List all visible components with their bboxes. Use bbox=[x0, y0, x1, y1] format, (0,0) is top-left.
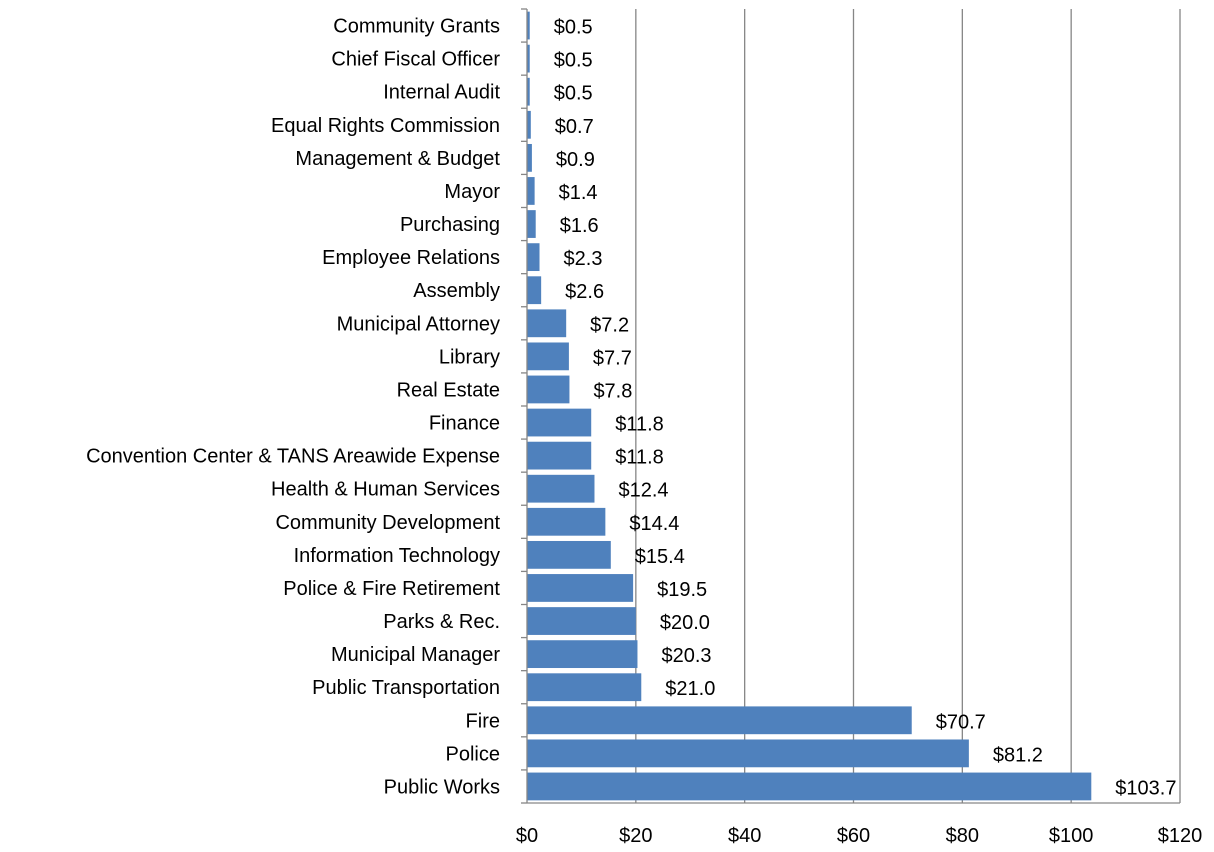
x-tick-labels: $0 $20 $40 $60 $80 $100 $120 bbox=[516, 825, 1202, 847]
value-label: $19.5 bbox=[657, 579, 707, 601]
category-label: Purchasing bbox=[400, 214, 500, 236]
bar bbox=[527, 342, 569, 371]
category-label: Finance bbox=[429, 413, 500, 435]
value-label: $12.4 bbox=[618, 480, 668, 502]
bar bbox=[527, 540, 611, 569]
category-label: Convention Center & TANS Areawide Expens… bbox=[86, 446, 500, 468]
category-label: Assembly bbox=[413, 280, 500, 302]
x-tick-label: $100 bbox=[1049, 825, 1094, 847]
x-tick-label: $80 bbox=[946, 825, 979, 847]
value-label: $1.4 bbox=[559, 182, 598, 204]
category-label: Municipal Attorney bbox=[337, 313, 500, 335]
category-label: Management & Budget bbox=[295, 148, 500, 170]
value-label: $0.9 bbox=[556, 149, 595, 171]
bar bbox=[527, 177, 535, 205]
value-label: $11.8 bbox=[615, 447, 664, 469]
axes bbox=[521, 8, 1180, 804]
value-label: $81.2 bbox=[993, 744, 1043, 766]
value-label: $0.5 bbox=[554, 17, 593, 39]
bar bbox=[527, 44, 530, 73]
value-label: $11.8 bbox=[615, 414, 664, 436]
category-label: Public Works bbox=[384, 776, 500, 798]
bars bbox=[527, 11, 1092, 801]
bar bbox=[527, 375, 570, 404]
value-label: $21.0 bbox=[665, 678, 715, 700]
bar bbox=[527, 11, 530, 40]
bar bbox=[527, 607, 636, 635]
x-tick-label: $20 bbox=[619, 825, 652, 847]
bar bbox=[527, 574, 634, 602]
category-label: Mayor bbox=[444, 181, 500, 203]
bar bbox=[527, 706, 912, 735]
value-label: $20.0 bbox=[660, 612, 710, 634]
bar bbox=[527, 110, 531, 139]
bar bbox=[527, 243, 540, 272]
value-label: $2.3 bbox=[564, 248, 603, 270]
bar bbox=[527, 143, 532, 172]
x-tick-label: $40 bbox=[728, 825, 761, 847]
category-label: Health & Human Services bbox=[271, 479, 500, 501]
bar bbox=[527, 507, 606, 536]
bar bbox=[527, 210, 536, 238]
category-label: Police bbox=[446, 743, 500, 765]
bar bbox=[527, 673, 642, 702]
bar bbox=[527, 441, 592, 470]
value-label: $0.7 bbox=[555, 116, 594, 138]
value-label: $7.7 bbox=[593, 347, 632, 369]
value-label: $1.6 bbox=[560, 215, 599, 237]
category-label: Municipal Manager bbox=[331, 644, 500, 666]
value-label: $7.2 bbox=[590, 314, 629, 336]
category-label: Public Transportation bbox=[312, 677, 500, 699]
category-labels: Community Grants Chief Fiscal Officer Inte… bbox=[86, 16, 500, 799]
category-label: Real Estate bbox=[397, 379, 500, 401]
value-label: $14.4 bbox=[629, 513, 679, 535]
bar bbox=[527, 77, 530, 106]
value-label: $7.8 bbox=[593, 380, 632, 402]
category-label: Fire bbox=[466, 710, 500, 732]
category-label: Parks & Rec. bbox=[383, 611, 500, 633]
x-tick-label: $0 bbox=[516, 825, 538, 847]
value-label: $2.6 bbox=[565, 281, 604, 303]
x-tick-label: $60 bbox=[837, 825, 870, 847]
category-label: Community Grants bbox=[333, 16, 500, 38]
value-label: $15.4 bbox=[635, 546, 685, 568]
bar bbox=[527, 408, 592, 437]
category-label: Community Development bbox=[275, 512, 500, 534]
category-label: Equal Rights Commission bbox=[271, 115, 500, 137]
value-label: $0.5 bbox=[554, 50, 593, 72]
x-tick-label: $120 bbox=[1158, 825, 1203, 847]
bar bbox=[527, 739, 969, 768]
value-label: $20.3 bbox=[661, 645, 711, 667]
value-label: $0.5 bbox=[554, 83, 593, 105]
value-labels: $0.5 $0.5 $0.5 $0.7 $0.9 $1.4 $1.6 $2.3 $2.6 $7.2… bbox=[554, 17, 1177, 800]
value-label: $103.7 bbox=[1115, 777, 1176, 799]
value-label: $70.7 bbox=[936, 711, 986, 733]
category-label: Library bbox=[439, 346, 500, 368]
category-label: Employee Relations bbox=[322, 247, 500, 269]
category-label: Police & Fire Retirement bbox=[283, 578, 500, 600]
bar bbox=[527, 276, 542, 305]
category-label: Internal Audit bbox=[383, 82, 500, 104]
grid-lines bbox=[635, 9, 1181, 803]
bar bbox=[527, 772, 1092, 801]
bar bbox=[527, 309, 567, 338]
bar bbox=[527, 640, 638, 669]
category-label: Information Technology bbox=[294, 545, 500, 567]
category-label: Chief Fiscal Officer bbox=[331, 49, 500, 71]
bar bbox=[527, 474, 595, 503]
